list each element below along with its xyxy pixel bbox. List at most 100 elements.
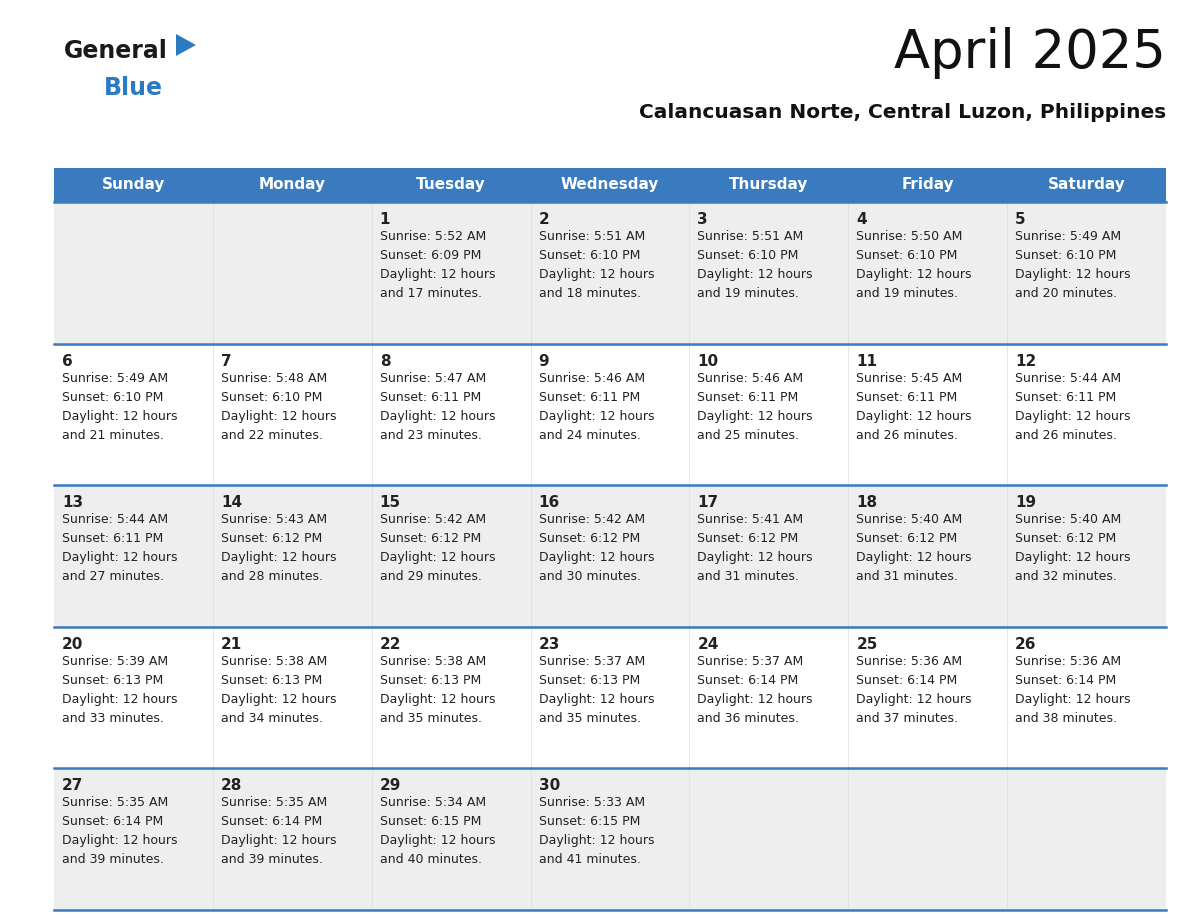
Text: Sunrise: 5:42 AM: Sunrise: 5:42 AM: [538, 513, 645, 526]
Text: and 32 minutes.: and 32 minutes.: [1015, 570, 1117, 583]
Text: Sunset: 6:13 PM: Sunset: 6:13 PM: [221, 674, 322, 687]
Text: Daylight: 12 hours: Daylight: 12 hours: [1015, 268, 1131, 281]
Text: Sunset: 6:10 PM: Sunset: 6:10 PM: [1015, 249, 1117, 262]
Text: 30: 30: [538, 778, 560, 793]
Text: Sunset: 6:12 PM: Sunset: 6:12 PM: [538, 532, 640, 545]
Text: Calancuasan Norte, Central Luzon, Philippines: Calancuasan Norte, Central Luzon, Philip…: [639, 103, 1165, 122]
Text: 13: 13: [62, 495, 83, 510]
Text: Blue: Blue: [105, 76, 163, 100]
Text: Sunset: 6:14 PM: Sunset: 6:14 PM: [62, 815, 163, 828]
Text: 1: 1: [380, 212, 390, 227]
Text: 29: 29: [380, 778, 402, 793]
Text: Daylight: 12 hours: Daylight: 12 hours: [221, 551, 336, 565]
Text: Sunset: 6:10 PM: Sunset: 6:10 PM: [538, 249, 640, 262]
Text: and 25 minutes.: and 25 minutes.: [697, 429, 800, 442]
Text: Daylight: 12 hours: Daylight: 12 hours: [538, 268, 655, 281]
Text: Daylight: 12 hours: Daylight: 12 hours: [221, 834, 336, 847]
Text: and 28 minutes.: and 28 minutes.: [221, 570, 323, 583]
Text: Daylight: 12 hours: Daylight: 12 hours: [857, 268, 972, 281]
Bar: [53, 168, 213, 202]
Text: Sunset: 6:14 PM: Sunset: 6:14 PM: [697, 674, 798, 687]
Text: Sunrise: 5:48 AM: Sunrise: 5:48 AM: [221, 372, 327, 385]
Text: Daylight: 12 hours: Daylight: 12 hours: [1015, 693, 1131, 706]
Text: Sunset: 6:14 PM: Sunset: 6:14 PM: [1015, 674, 1117, 687]
Text: Sunset: 6:13 PM: Sunset: 6:13 PM: [62, 674, 163, 687]
Text: Daylight: 12 hours: Daylight: 12 hours: [62, 409, 177, 422]
Text: and 33 minutes.: and 33 minutes.: [62, 711, 164, 725]
Text: and 22 minutes.: and 22 minutes.: [221, 429, 323, 442]
Text: 10: 10: [697, 353, 719, 369]
Text: Sunset: 6:10 PM: Sunset: 6:10 PM: [697, 249, 798, 262]
Text: Saturday: Saturday: [1048, 177, 1125, 193]
Text: Sunrise: 5:44 AM: Sunrise: 5:44 AM: [62, 513, 169, 526]
Bar: [53, 486, 1165, 627]
Text: Sunrise: 5:46 AM: Sunrise: 5:46 AM: [538, 372, 645, 385]
Text: Tuesday: Tuesday: [416, 177, 486, 193]
Text: and 30 minutes.: and 30 minutes.: [538, 570, 640, 583]
Text: Sunrise: 5:46 AM: Sunrise: 5:46 AM: [697, 372, 803, 385]
Text: Daylight: 12 hours: Daylight: 12 hours: [538, 409, 655, 422]
Text: Daylight: 12 hours: Daylight: 12 hours: [62, 551, 177, 565]
Text: Sunrise: 5:33 AM: Sunrise: 5:33 AM: [538, 797, 645, 810]
Text: 26: 26: [1015, 637, 1037, 652]
Text: Daylight: 12 hours: Daylight: 12 hours: [697, 551, 813, 565]
Text: and 23 minutes.: and 23 minutes.: [380, 429, 481, 442]
Text: and 24 minutes.: and 24 minutes.: [538, 429, 640, 442]
Text: Daylight: 12 hours: Daylight: 12 hours: [538, 551, 655, 565]
Text: Sunset: 6:09 PM: Sunset: 6:09 PM: [380, 249, 481, 262]
Text: Daylight: 12 hours: Daylight: 12 hours: [857, 409, 972, 422]
Text: Sunset: 6:12 PM: Sunset: 6:12 PM: [221, 532, 322, 545]
Text: 3: 3: [697, 212, 708, 227]
Bar: [531, 168, 689, 202]
Text: Sunrise: 5:35 AM: Sunrise: 5:35 AM: [62, 797, 169, 810]
Bar: [53, 343, 1165, 486]
Text: and 26 minutes.: and 26 minutes.: [1015, 429, 1117, 442]
Text: April 2025: April 2025: [895, 27, 1165, 79]
Text: and 36 minutes.: and 36 minutes.: [697, 711, 800, 725]
Text: 18: 18: [857, 495, 878, 510]
Text: and 40 minutes.: and 40 minutes.: [380, 854, 481, 867]
Text: 23: 23: [538, 637, 560, 652]
Text: Sunset: 6:12 PM: Sunset: 6:12 PM: [857, 532, 958, 545]
Text: Daylight: 12 hours: Daylight: 12 hours: [62, 693, 177, 706]
Text: Daylight: 12 hours: Daylight: 12 hours: [538, 834, 655, 847]
Text: 7: 7: [221, 353, 232, 369]
Bar: [1007, 168, 1165, 202]
Bar: [213, 168, 372, 202]
Text: Daylight: 12 hours: Daylight: 12 hours: [221, 693, 336, 706]
Text: 28: 28: [221, 778, 242, 793]
Text: 12: 12: [1015, 353, 1036, 369]
Text: Sunrise: 5:43 AM: Sunrise: 5:43 AM: [221, 513, 327, 526]
Text: Daylight: 12 hours: Daylight: 12 hours: [221, 409, 336, 422]
Text: Sunset: 6:11 PM: Sunset: 6:11 PM: [62, 532, 163, 545]
Text: Sunset: 6:14 PM: Sunset: 6:14 PM: [857, 674, 958, 687]
Text: Sunrise: 5:40 AM: Sunrise: 5:40 AM: [857, 513, 962, 526]
Bar: [53, 202, 1165, 343]
Text: Daylight: 12 hours: Daylight: 12 hours: [857, 693, 972, 706]
Text: Daylight: 12 hours: Daylight: 12 hours: [1015, 409, 1131, 422]
Text: Sunrise: 5:37 AM: Sunrise: 5:37 AM: [538, 655, 645, 667]
Text: and 19 minutes.: and 19 minutes.: [697, 287, 800, 300]
Text: Sunset: 6:11 PM: Sunset: 6:11 PM: [538, 390, 640, 404]
Text: Sunset: 6:11 PM: Sunset: 6:11 PM: [380, 390, 481, 404]
Text: Sunset: 6:13 PM: Sunset: 6:13 PM: [380, 674, 481, 687]
Text: Sunrise: 5:35 AM: Sunrise: 5:35 AM: [221, 797, 327, 810]
Text: Sunrise: 5:40 AM: Sunrise: 5:40 AM: [1015, 513, 1121, 526]
Text: Friday: Friday: [902, 177, 954, 193]
Text: Daylight: 12 hours: Daylight: 12 hours: [697, 268, 813, 281]
Text: Sunrise: 5:38 AM: Sunrise: 5:38 AM: [380, 655, 486, 667]
Text: 19: 19: [1015, 495, 1036, 510]
Text: 4: 4: [857, 212, 867, 227]
Text: Sunset: 6:11 PM: Sunset: 6:11 PM: [1015, 390, 1117, 404]
Text: Sunrise: 5:49 AM: Sunrise: 5:49 AM: [62, 372, 169, 385]
Text: Sunset: 6:11 PM: Sunset: 6:11 PM: [857, 390, 958, 404]
Bar: [372, 168, 531, 202]
Text: and 18 minutes.: and 18 minutes.: [538, 287, 640, 300]
Text: 21: 21: [221, 637, 242, 652]
Text: 5: 5: [1015, 212, 1025, 227]
Text: and 27 minutes.: and 27 minutes.: [62, 570, 164, 583]
Text: Sunrise: 5:45 AM: Sunrise: 5:45 AM: [857, 372, 962, 385]
Text: and 20 minutes.: and 20 minutes.: [1015, 287, 1117, 300]
Text: and 35 minutes.: and 35 minutes.: [538, 711, 640, 725]
Text: General: General: [64, 39, 168, 63]
